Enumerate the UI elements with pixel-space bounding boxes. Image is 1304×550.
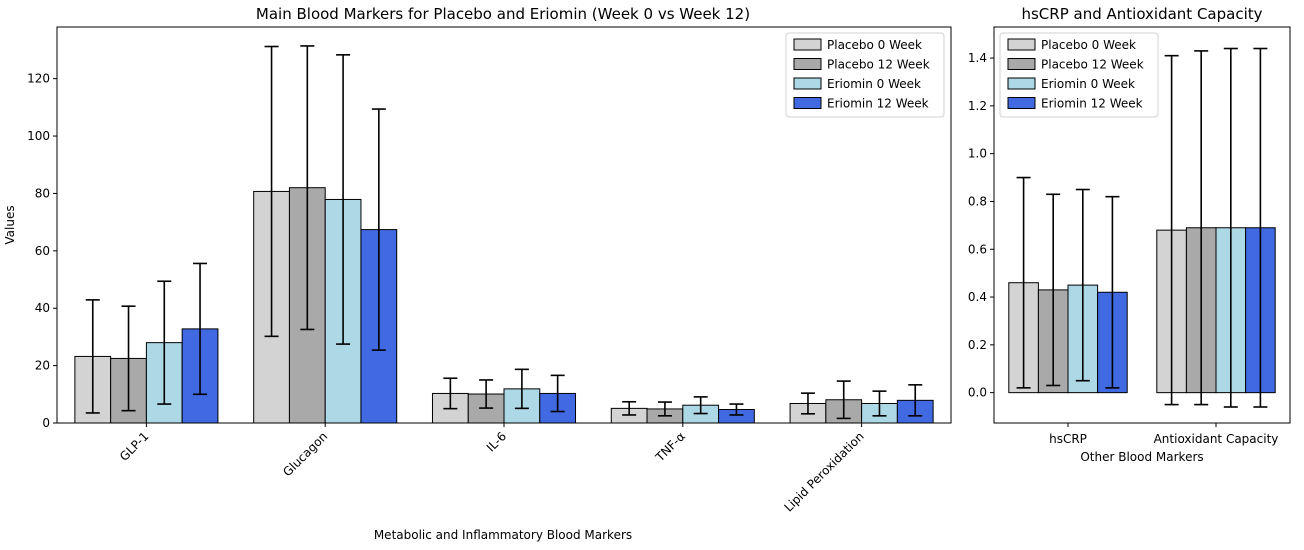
plot-frame <box>993 26 1291 424</box>
legend-box <box>785 32 945 118</box>
x-tick-label: IL-6 <box>484 429 509 454</box>
y-tick-label: 20 <box>35 359 50 373</box>
legend-swatch <box>793 97 822 109</box>
y-tick-label: 100 <box>27 129 50 143</box>
legend-swatch <box>793 77 822 90</box>
y-tick-label: 0.2 <box>968 338 987 352</box>
main-chart-plot-area: 0 20 40 60 80 100 120 GLP-1 Glucagon IL-6 TNF-α Lip… <box>27 26 952 515</box>
y-tick-label: 0.0 <box>968 386 987 400</box>
x-tick-label: Antioxidant Capacity <box>1154 432 1279 446</box>
y-tick-label: 1.2 <box>968 99 987 113</box>
legend-label: Eriomin 0 Week <box>827 77 921 91</box>
legend-swatch <box>1007 38 1036 51</box>
x-tick-label: Lipid Peroxidation <box>781 429 866 514</box>
y-tick-label: 1.4 <box>968 51 987 65</box>
legend-swatch <box>1007 97 1036 109</box>
legend-swatch <box>1007 77 1036 90</box>
main-chart-y-axis-label: Values <box>3 205 17 244</box>
side-chart-x-axis-label: Other Blood Markers <box>1080 450 1203 464</box>
y-tick-label: 120 <box>27 72 50 86</box>
legend-label: Eriomin 12 Week <box>827 97 929 111</box>
y-tick-label: 0.4 <box>968 290 987 304</box>
x-tick-label: hsCRP <box>1049 432 1087 446</box>
y-tick-label: 1.0 <box>968 147 987 161</box>
legend-label: Placebo 12 Week <box>1041 58 1144 72</box>
x-tick-label: GLP-1 <box>117 429 152 464</box>
legend-label: Eriomin 12 Week <box>1041 97 1143 111</box>
main-chart-title: Main Blood Markers for Placebo and Eriom… <box>256 5 750 23</box>
side-chart-panel: hsCRP and Antioxidant Capacity Other Blo… <box>968 5 1291 464</box>
y-tick-label: 40 <box>35 301 50 315</box>
x-tick-label: Glucagon <box>280 429 330 479</box>
legend-swatch <box>793 38 822 51</box>
legend-box <box>999 32 1159 118</box>
legend-label: Eriomin 0 Week <box>1041 77 1135 91</box>
legend-label: Placebo 12 Week <box>827 58 930 72</box>
y-tick-label: 0 <box>42 416 50 430</box>
y-tick-label: 80 <box>35 186 50 200</box>
legend-swatch <box>793 58 822 70</box>
side-chart-title: hsCRP and Antioxidant Capacity <box>1021 5 1262 23</box>
y-tick-label: 0.6 <box>968 242 987 256</box>
legend-label: Placebo 0 Week <box>827 38 922 52</box>
x-tick-label: TNF-α <box>652 429 688 465</box>
main-chart-panel: Main Blood Markers for Placebo and Eriom… <box>3 5 952 542</box>
legend-label: Placebo 0 Week <box>1041 38 1136 52</box>
y-tick-label: 0.8 <box>968 194 987 208</box>
legend-swatch <box>1007 58 1036 70</box>
y-tick-label: 60 <box>35 244 50 258</box>
side-chart-plot-area: 0.0 0.2 0.4 0.6 0.8 1.0 1.2 1.4 hsCRP Antioxidant… <box>968 26 1291 446</box>
main-chart-x-axis-label: Metabolic and Inflammatory Blood Markers <box>374 528 632 542</box>
